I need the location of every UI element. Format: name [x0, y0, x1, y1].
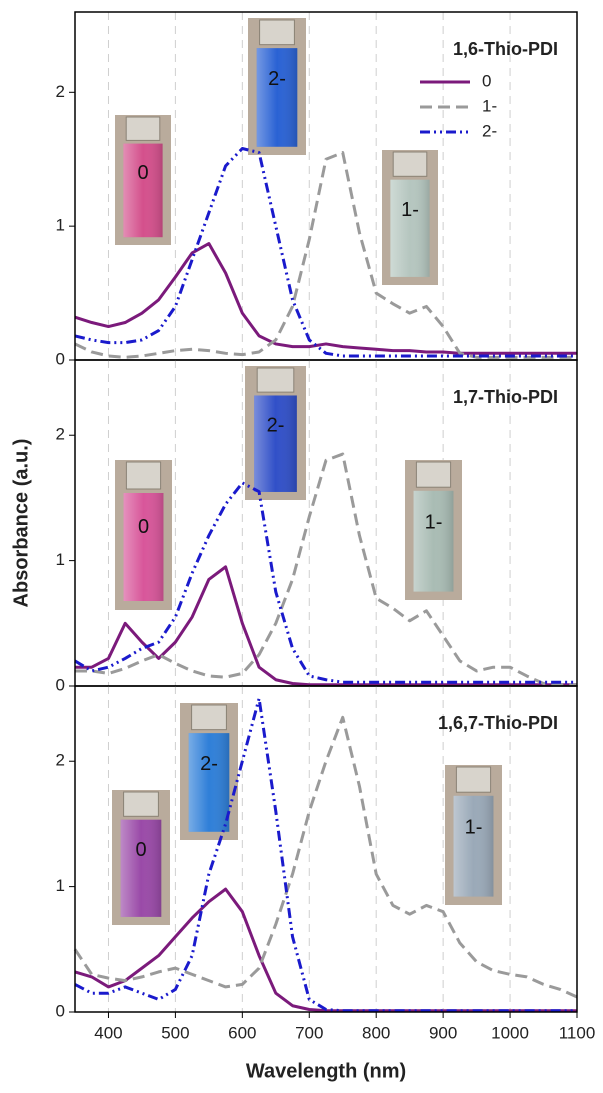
legend-label: 2- — [482, 121, 497, 140]
series-line — [75, 452, 577, 687]
vial-glass — [254, 395, 297, 492]
vial-cap — [415, 461, 452, 488]
legend-label: 0 — [482, 71, 491, 90]
vial-cap — [455, 766, 492, 793]
vial-glass — [120, 819, 162, 917]
vial-label: 0 — [138, 516, 149, 538]
vial-label: 1- — [465, 816, 483, 838]
panel-title: 1,7-Thio-PDI — [453, 387, 558, 407]
y-tick-label: 2 — [56, 425, 65, 444]
vial-label: 2- — [200, 753, 218, 775]
vial-cap — [125, 116, 161, 141]
vial-glass — [413, 490, 454, 592]
series-line — [74, 242, 577, 355]
x-tick-label: 400 — [94, 1023, 122, 1042]
x-tick-label: 800 — [362, 1023, 390, 1042]
panel-title: 1,6-Thio-PDI — [453, 39, 558, 59]
x-axis-label: Wavelength (nm) — [246, 1060, 406, 1082]
vial-cap — [123, 791, 159, 817]
x-tick-label: 600 — [228, 1023, 256, 1042]
x-tick-label: 900 — [429, 1023, 457, 1042]
y-tick-label: 0 — [56, 349, 65, 368]
x-tick-label: 1000 — [491, 1023, 529, 1042]
y-tick-label: 0 — [56, 675, 65, 694]
series-line — [74, 147, 577, 358]
series-line — [75, 565, 577, 687]
series-line — [74, 697, 577, 1013]
vial-cap — [392, 151, 428, 177]
y-tick-label: 1 — [56, 550, 65, 569]
vial-glass — [256, 48, 298, 147]
y-tick-label: 2 — [56, 751, 65, 770]
vial-cap — [256, 367, 295, 393]
vial-glass — [123, 493, 164, 601]
y-axis-label: Absorbance (a.u.) — [10, 439, 32, 608]
vial-cap — [125, 461, 162, 490]
plot-frame — [74, 685, 578, 1013]
y-tick-label: 1 — [56, 876, 65, 895]
vial-cap — [259, 19, 295, 46]
panel-title: 1,6,7-Thio-PDI — [438, 713, 558, 733]
y-tick-label: 0 — [56, 1001, 65, 1020]
vial-label: 0 — [135, 839, 146, 861]
series-line — [74, 481, 577, 684]
vial-label: 1- — [425, 511, 443, 533]
vial-cap — [191, 704, 227, 731]
vial-label: 0 — [137, 162, 148, 184]
vial-glass — [390, 179, 430, 277]
x-tick-label: 700 — [295, 1023, 323, 1042]
series-line — [73, 715, 578, 999]
x-tick-label: 1100 — [559, 1023, 596, 1042]
legend-label: 1- — [482, 96, 497, 115]
y-tick-label: 2 — [56, 82, 65, 101]
vial-glass — [123, 143, 163, 238]
y-tick-label: 1 — [56, 216, 65, 235]
x-tick-label: 500 — [161, 1023, 189, 1042]
vial-label: 1- — [401, 199, 419, 221]
vial-glass — [453, 795, 494, 897]
vial-label: 2- — [268, 68, 286, 90]
vial-label: 2- — [267, 415, 285, 437]
vial-glass — [188, 733, 230, 832]
